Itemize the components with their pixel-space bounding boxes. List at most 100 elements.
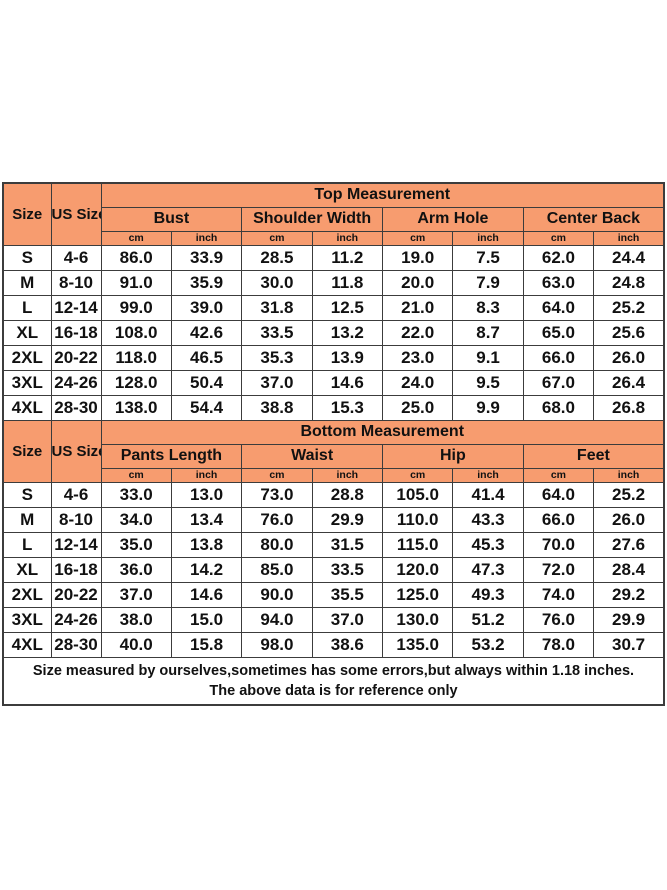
value-cell: 105.0: [381, 481, 454, 508]
size-cell: 4XL: [2, 394, 52, 421]
us-size-cell: 16-18: [50, 556, 102, 583]
us-size-cell: 8-10: [50, 269, 102, 296]
table-row: L 12-14 35.0 13.8 80.0 31.5 115.0 45.3 7…: [2, 531, 665, 558]
value-cell: 65.0: [522, 319, 595, 346]
value-cell: 43.3: [452, 506, 524, 533]
value-cell: 38.6: [311, 631, 384, 658]
size-cell: 2XL: [2, 581, 52, 608]
value-cell: 8.7: [452, 319, 524, 346]
unit-cm-header: cm: [241, 230, 313, 246]
value-cell: 37.0: [241, 369, 313, 396]
size-cell: 3XL: [2, 606, 52, 633]
value-cell: 72.0: [522, 556, 595, 583]
value-cell: 24.8: [593, 269, 665, 296]
size-cell: 4XL: [2, 631, 52, 658]
value-cell: 33.9: [170, 244, 243, 271]
value-cell: 29.2: [593, 581, 665, 608]
top-header-row: Size US Size Top Measurement: [2, 182, 665, 246]
table-row: 3XL 24-26 128.0 50.4 37.0 14.6 24.0 9.5 …: [2, 369, 665, 396]
value-cell: 138.0: [100, 394, 172, 421]
center-back-header: Center Back: [522, 206, 665, 232]
value-cell: 53.2: [452, 631, 524, 658]
us-size-cell: 8-10: [50, 506, 102, 533]
value-cell: 118.0: [100, 344, 172, 371]
value-cell: 25.0: [381, 394, 454, 421]
value-cell: 51.2: [452, 606, 524, 633]
unit-inch-header: inch: [311, 230, 384, 246]
table-row: XL 16-18 108.0 42.6 33.5 13.2 22.0 8.7 6…: [2, 319, 665, 346]
size-cell: 3XL: [2, 369, 52, 396]
footer-note-row: Size measured by ourselves,sometimes has…: [2, 656, 665, 706]
value-cell: 50.4: [170, 369, 243, 396]
pants-length-header: Pants Length: [100, 443, 243, 469]
table-row: 3XL 24-26 38.0 15.0 94.0 37.0 130.0 51.2…: [2, 606, 665, 633]
unit-inch-header: inch: [452, 467, 524, 483]
value-cell: 25.6: [593, 319, 665, 346]
value-cell: 108.0: [100, 319, 172, 346]
value-cell: 80.0: [241, 531, 313, 558]
value-cell: 22.0: [381, 319, 454, 346]
value-cell: 13.2: [311, 319, 384, 346]
table-row: L 12-14 99.0 39.0 31.8 12.5 21.0 8.3 64.…: [2, 294, 665, 321]
bottom-header-row: Size US Size Bottom Measurement: [2, 419, 665, 483]
value-cell: 28.8: [311, 481, 384, 508]
feet-header: Feet: [522, 443, 665, 469]
value-cell: 98.0: [241, 631, 313, 658]
value-cell: 38.0: [100, 606, 172, 633]
value-cell: 29.9: [311, 506, 384, 533]
value-cell: 45.3: [452, 531, 524, 558]
value-cell: 35.0: [100, 531, 172, 558]
value-cell: 7.5: [452, 244, 524, 271]
value-cell: 13.0: [170, 481, 243, 508]
value-cell: 24.4: [593, 244, 665, 271]
us-size-cell: 12-14: [50, 294, 102, 321]
value-cell: 34.0: [100, 506, 172, 533]
value-cell: 46.5: [170, 344, 243, 371]
value-cell: 47.3: [452, 556, 524, 583]
arm-hole-header: Arm Hole: [382, 206, 524, 232]
value-cell: 76.0: [241, 506, 313, 533]
value-cell: 31.5: [311, 531, 384, 558]
value-cell: 19.0: [381, 244, 454, 271]
value-cell: 13.9: [311, 344, 384, 371]
value-cell: 110.0: [381, 506, 454, 533]
value-cell: 90.0: [241, 581, 313, 608]
us-size-cell: 20-22: [50, 344, 102, 371]
unit-cm-header: cm: [100, 467, 172, 483]
top-group-row: Bust Shoulder Width Arm Hole Center Back: [3, 206, 665, 232]
value-cell: 76.0: [522, 606, 595, 633]
unit-inch-header: inch: [311, 467, 384, 483]
value-cell: 9.1: [452, 344, 524, 371]
value-cell: 36.0: [100, 556, 172, 583]
us-size-column-header: US Size: [50, 419, 102, 483]
unit-cm-header: cm: [522, 230, 595, 246]
value-cell: 11.2: [311, 244, 384, 271]
value-cell: 29.9: [593, 606, 665, 633]
unit-cm-header: cm: [241, 467, 313, 483]
value-cell: 91.0: [100, 269, 172, 296]
footer-note-line2: The above data is for reference only: [209, 682, 458, 699]
us-size-cell: 28-30: [50, 631, 102, 658]
value-cell: 99.0: [100, 294, 172, 321]
value-cell: 31.8: [241, 294, 313, 321]
value-cell: 49.3: [452, 581, 524, 608]
value-cell: 67.0: [522, 369, 595, 396]
value-cell: 27.6: [593, 531, 665, 558]
us-size-cell: 24-26: [50, 369, 102, 396]
value-cell: 64.0: [522, 294, 595, 321]
value-cell: 85.0: [241, 556, 313, 583]
value-cell: 12.5: [311, 294, 384, 321]
value-cell: 30.0: [241, 269, 313, 296]
value-cell: 26.0: [593, 506, 665, 533]
value-cell: 35.3: [241, 344, 313, 371]
unit-inch-header: inch: [593, 467, 665, 483]
us-size-cell: 4-6: [50, 481, 102, 508]
value-cell: 66.0: [522, 506, 595, 533]
size-cell: XL: [2, 319, 52, 346]
table-row: 2XL 20-22 118.0 46.5 35.3 13.9 23.0 9.1 …: [2, 344, 665, 371]
value-cell: 9.5: [452, 369, 524, 396]
value-cell: 62.0: [522, 244, 595, 271]
size-cell: S: [2, 244, 52, 271]
value-cell: 135.0: [381, 631, 454, 658]
